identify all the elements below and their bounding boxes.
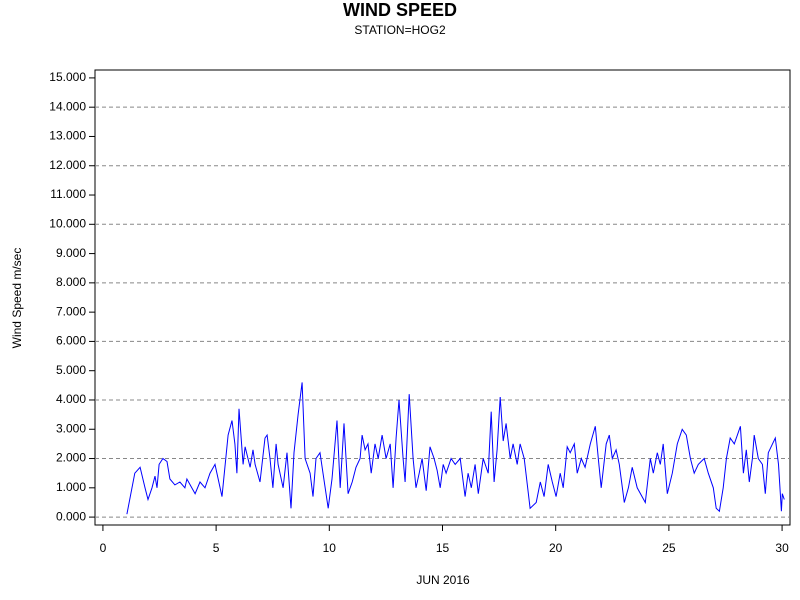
- data-line: [126, 382, 785, 515]
- y-tick-label: 5.000: [56, 363, 86, 377]
- chart-subtitle: STATION=HOG2: [354, 23, 446, 37]
- y-tick-label: 4.000: [56, 392, 86, 406]
- y-tick-label: 13.000: [49, 129, 86, 143]
- x-tick-label: 25: [662, 541, 676, 555]
- y-tick-label: 12.000: [49, 158, 86, 172]
- y-tick-label: 0.000: [56, 509, 86, 523]
- x-axis-label: JUN 2016: [416, 573, 470, 587]
- y-tick-label: 14.000: [49, 99, 86, 113]
- x-tick-label: 10: [323, 541, 337, 555]
- y-tick-label: 10.000: [49, 216, 86, 230]
- y-tick-label: 8.000: [56, 275, 86, 289]
- y-tick-label: 3.000: [56, 421, 86, 435]
- chart-title: WIND SPEED: [343, 0, 457, 20]
- plot-frame: [94, 69, 791, 526]
- y-tick-label: 6.000: [56, 334, 86, 348]
- x-tick-label: 0: [100, 541, 107, 555]
- x-tick-label: 15: [436, 541, 450, 555]
- y-tick-label: 11.000: [50, 187, 86, 201]
- y-axis-label: Wind Speed m/sec: [10, 248, 24, 349]
- y-tick-label: 2.000: [56, 451, 86, 465]
- y-tick-label: 1.000: [56, 480, 86, 494]
- x-tick-label: 30: [775, 541, 789, 555]
- y-tick-label: 7.000: [56, 304, 86, 318]
- y-tick-label: 15.000: [49, 70, 86, 84]
- x-tick-label: 20: [549, 541, 563, 555]
- y-tick-label: 9.000: [56, 246, 86, 260]
- x-tick-label: 5: [213, 541, 220, 555]
